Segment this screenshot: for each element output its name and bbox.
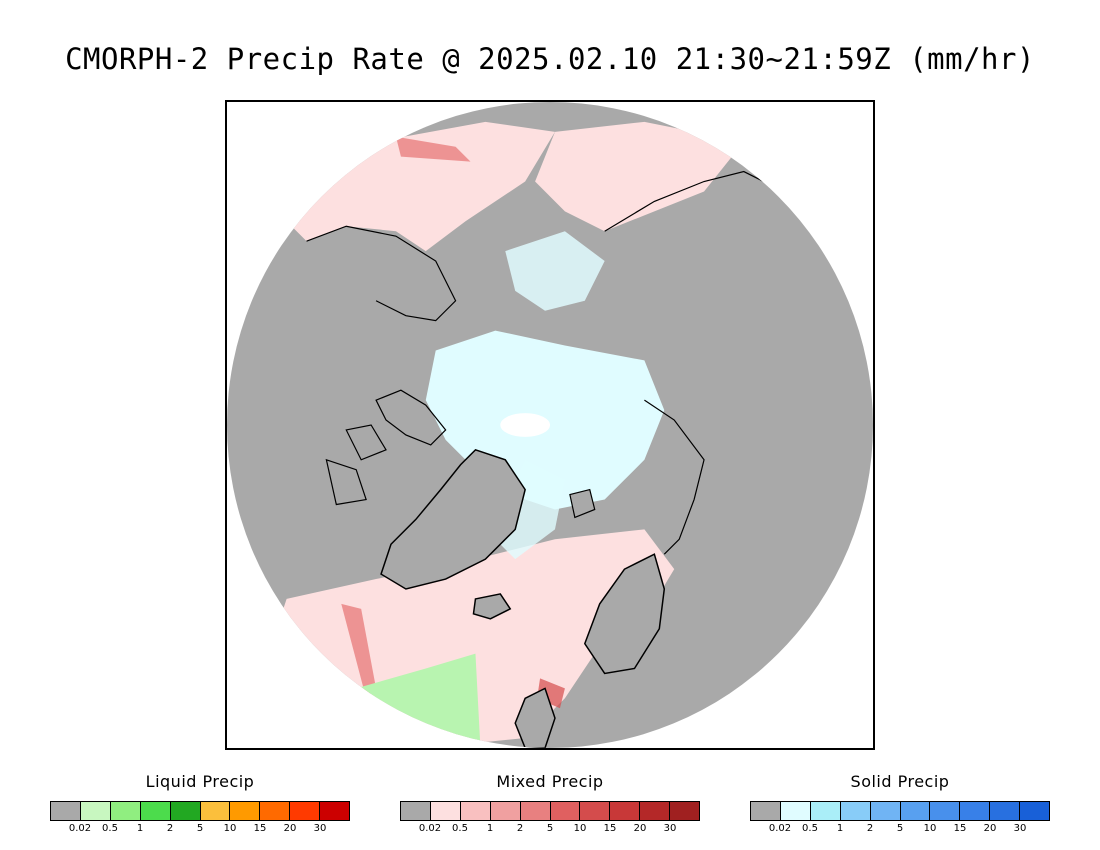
legend-tick-liquid-5: 10 (223, 823, 237, 834)
legend-swatch-mixed-2 (460, 802, 491, 820)
eurasia-coastline (644, 399, 705, 555)
map-title: CMORPH-2 Precip Rate @ 2025.02.10 21:30~… (65, 42, 1035, 76)
legend-swatch-liquid-4 (170, 802, 201, 820)
solid-precip-region-greenland-east (495, 459, 565, 560)
legend-tick-solid-3: 2 (866, 823, 874, 834)
legend-swatch-solid-7 (960, 802, 991, 820)
legend-tick-liquid-1: 0.5 (102, 823, 118, 834)
legend-swatch-mixed-1 (430, 802, 461, 820)
legend-swatch-liquid-7 (260, 802, 291, 820)
legend-tick-solid-0: 0.02 (768, 823, 792, 834)
legend-ticks-solid: 0.02 0.5 1 2 5 10 15 20 30 (750, 823, 1050, 837)
legend-swatch-solid-0 (751, 802, 781, 820)
legend-tick-mixed-8: 30 (663, 823, 677, 834)
legend-tick-solid-4: 5 (896, 823, 904, 834)
legend-tick-solid-8: 30 (1013, 823, 1027, 834)
mixed-precip-region-pacific (286, 121, 555, 252)
canadian-archipelago-coastline (325, 389, 447, 506)
legend-swatch-mixed-5 (550, 802, 581, 820)
alaska-coastline (306, 225, 457, 322)
legend-tick-mixed-0: 0.02 (418, 823, 442, 834)
legend-tick-solid-2: 1 (836, 823, 844, 834)
legend-swatch-liquid-0 (51, 802, 81, 820)
legend-swatch-mixed-9 (670, 802, 700, 820)
legend-tick-liquid-6: 15 (253, 823, 267, 834)
legend-swatch-solid-6 (930, 802, 961, 820)
legend-swatch-mixed-0 (401, 802, 431, 820)
map-panel (225, 100, 875, 750)
legend-swatch-mixed-3 (490, 802, 521, 820)
legend-swatch-solid-5 (900, 802, 931, 820)
legend-tick-liquid-4: 5 (196, 823, 204, 834)
legend-swatch-solid-1 (780, 802, 811, 820)
legend-title-liquid: Liquid Precip (145, 772, 255, 791)
legend-swatch-liquid-6 (230, 802, 261, 820)
legend-swatch-liquid-9 (320, 802, 350, 820)
legend-tick-solid-7: 20 (983, 823, 997, 834)
iceland-coastline (472, 593, 512, 620)
legend-tick-liquid-0: 0.02 (68, 823, 92, 834)
legend-liquid: Liquid Precip 0.02 0.5 1 2 5 10 15 20 30 (50, 772, 350, 837)
legend-solid: Solid Precip 0.02 0.5 1 2 5 10 15 20 30 (750, 772, 1050, 837)
legend-tick-mixed-7: 20 (633, 823, 647, 834)
legend-tick-mixed-2: 1 (486, 823, 494, 834)
mixed-precip-band-2 (395, 136, 471, 162)
legend-swatch-mixed-7 (610, 802, 641, 820)
legend-tick-solid-1: 0.5 (802, 823, 818, 834)
legend-ticks-mixed: 0.02 0.5 1 2 5 10 15 20 30 (400, 823, 700, 837)
legend-swatch-liquid-8 (290, 802, 321, 820)
legend-tick-liquid-8: 30 (313, 823, 327, 834)
legend-swatches-liquid (50, 801, 350, 821)
legend-swatches-solid (750, 801, 1050, 821)
legend-swatch-solid-2 (810, 802, 841, 820)
legend-tick-mixed-5: 10 (573, 823, 587, 834)
greenland-coastline (380, 448, 526, 590)
legend-swatch-solid-8 (990, 802, 1021, 820)
svalbard-coastline (569, 488, 596, 519)
polar-precip-map (227, 102, 873, 748)
scandinavia-coastline (583, 553, 666, 675)
legend-tick-mixed-3: 2 (516, 823, 524, 834)
legend-title-solid: Solid Precip (850, 772, 950, 791)
north-pole-gap (500, 413, 550, 437)
legend-swatch-mixed-4 (520, 802, 551, 820)
legend-swatch-mixed-8 (640, 802, 671, 820)
legend-swatch-solid-4 (870, 802, 901, 820)
mixed-precip-region-pacific-east (535, 121, 744, 232)
legend-swatch-liquid-2 (110, 802, 141, 820)
legend-tick-mixed-6: 15 (603, 823, 617, 834)
legend-swatch-liquid-5 (200, 802, 231, 820)
legend-swatch-solid-3 (840, 802, 871, 820)
legend-swatch-liquid-3 (140, 802, 171, 820)
legend-swatches-mixed (400, 801, 700, 821)
legend-tick-mixed-1: 0.5 (452, 823, 468, 834)
legend-tick-liquid-7: 20 (283, 823, 297, 834)
solid-precip-region-north (505, 231, 605, 311)
legend-title-mixed: Mixed Precip (496, 772, 604, 791)
legend-swatch-liquid-1 (80, 802, 111, 820)
legend-tick-liquid-2: 1 (136, 823, 144, 834)
legend-tick-solid-6: 15 (953, 823, 967, 834)
legend-tick-solid-5: 10 (923, 823, 937, 834)
legend-swatch-solid-9 (1020, 802, 1050, 820)
british-isles-coastline (514, 687, 556, 748)
legend-swatch-mixed-6 (580, 802, 611, 820)
legend-mixed: Mixed Precip 0.02 0.5 1 2 5 10 15 20 30 (400, 772, 700, 837)
legend-ticks-liquid: 0.02 0.5 1 2 5 10 15 20 30 (50, 823, 350, 837)
legend-tick-liquid-3: 2 (166, 823, 174, 834)
legend-tick-mixed-4: 5 (546, 823, 554, 834)
mixed-precip-band-1 (341, 603, 377, 699)
